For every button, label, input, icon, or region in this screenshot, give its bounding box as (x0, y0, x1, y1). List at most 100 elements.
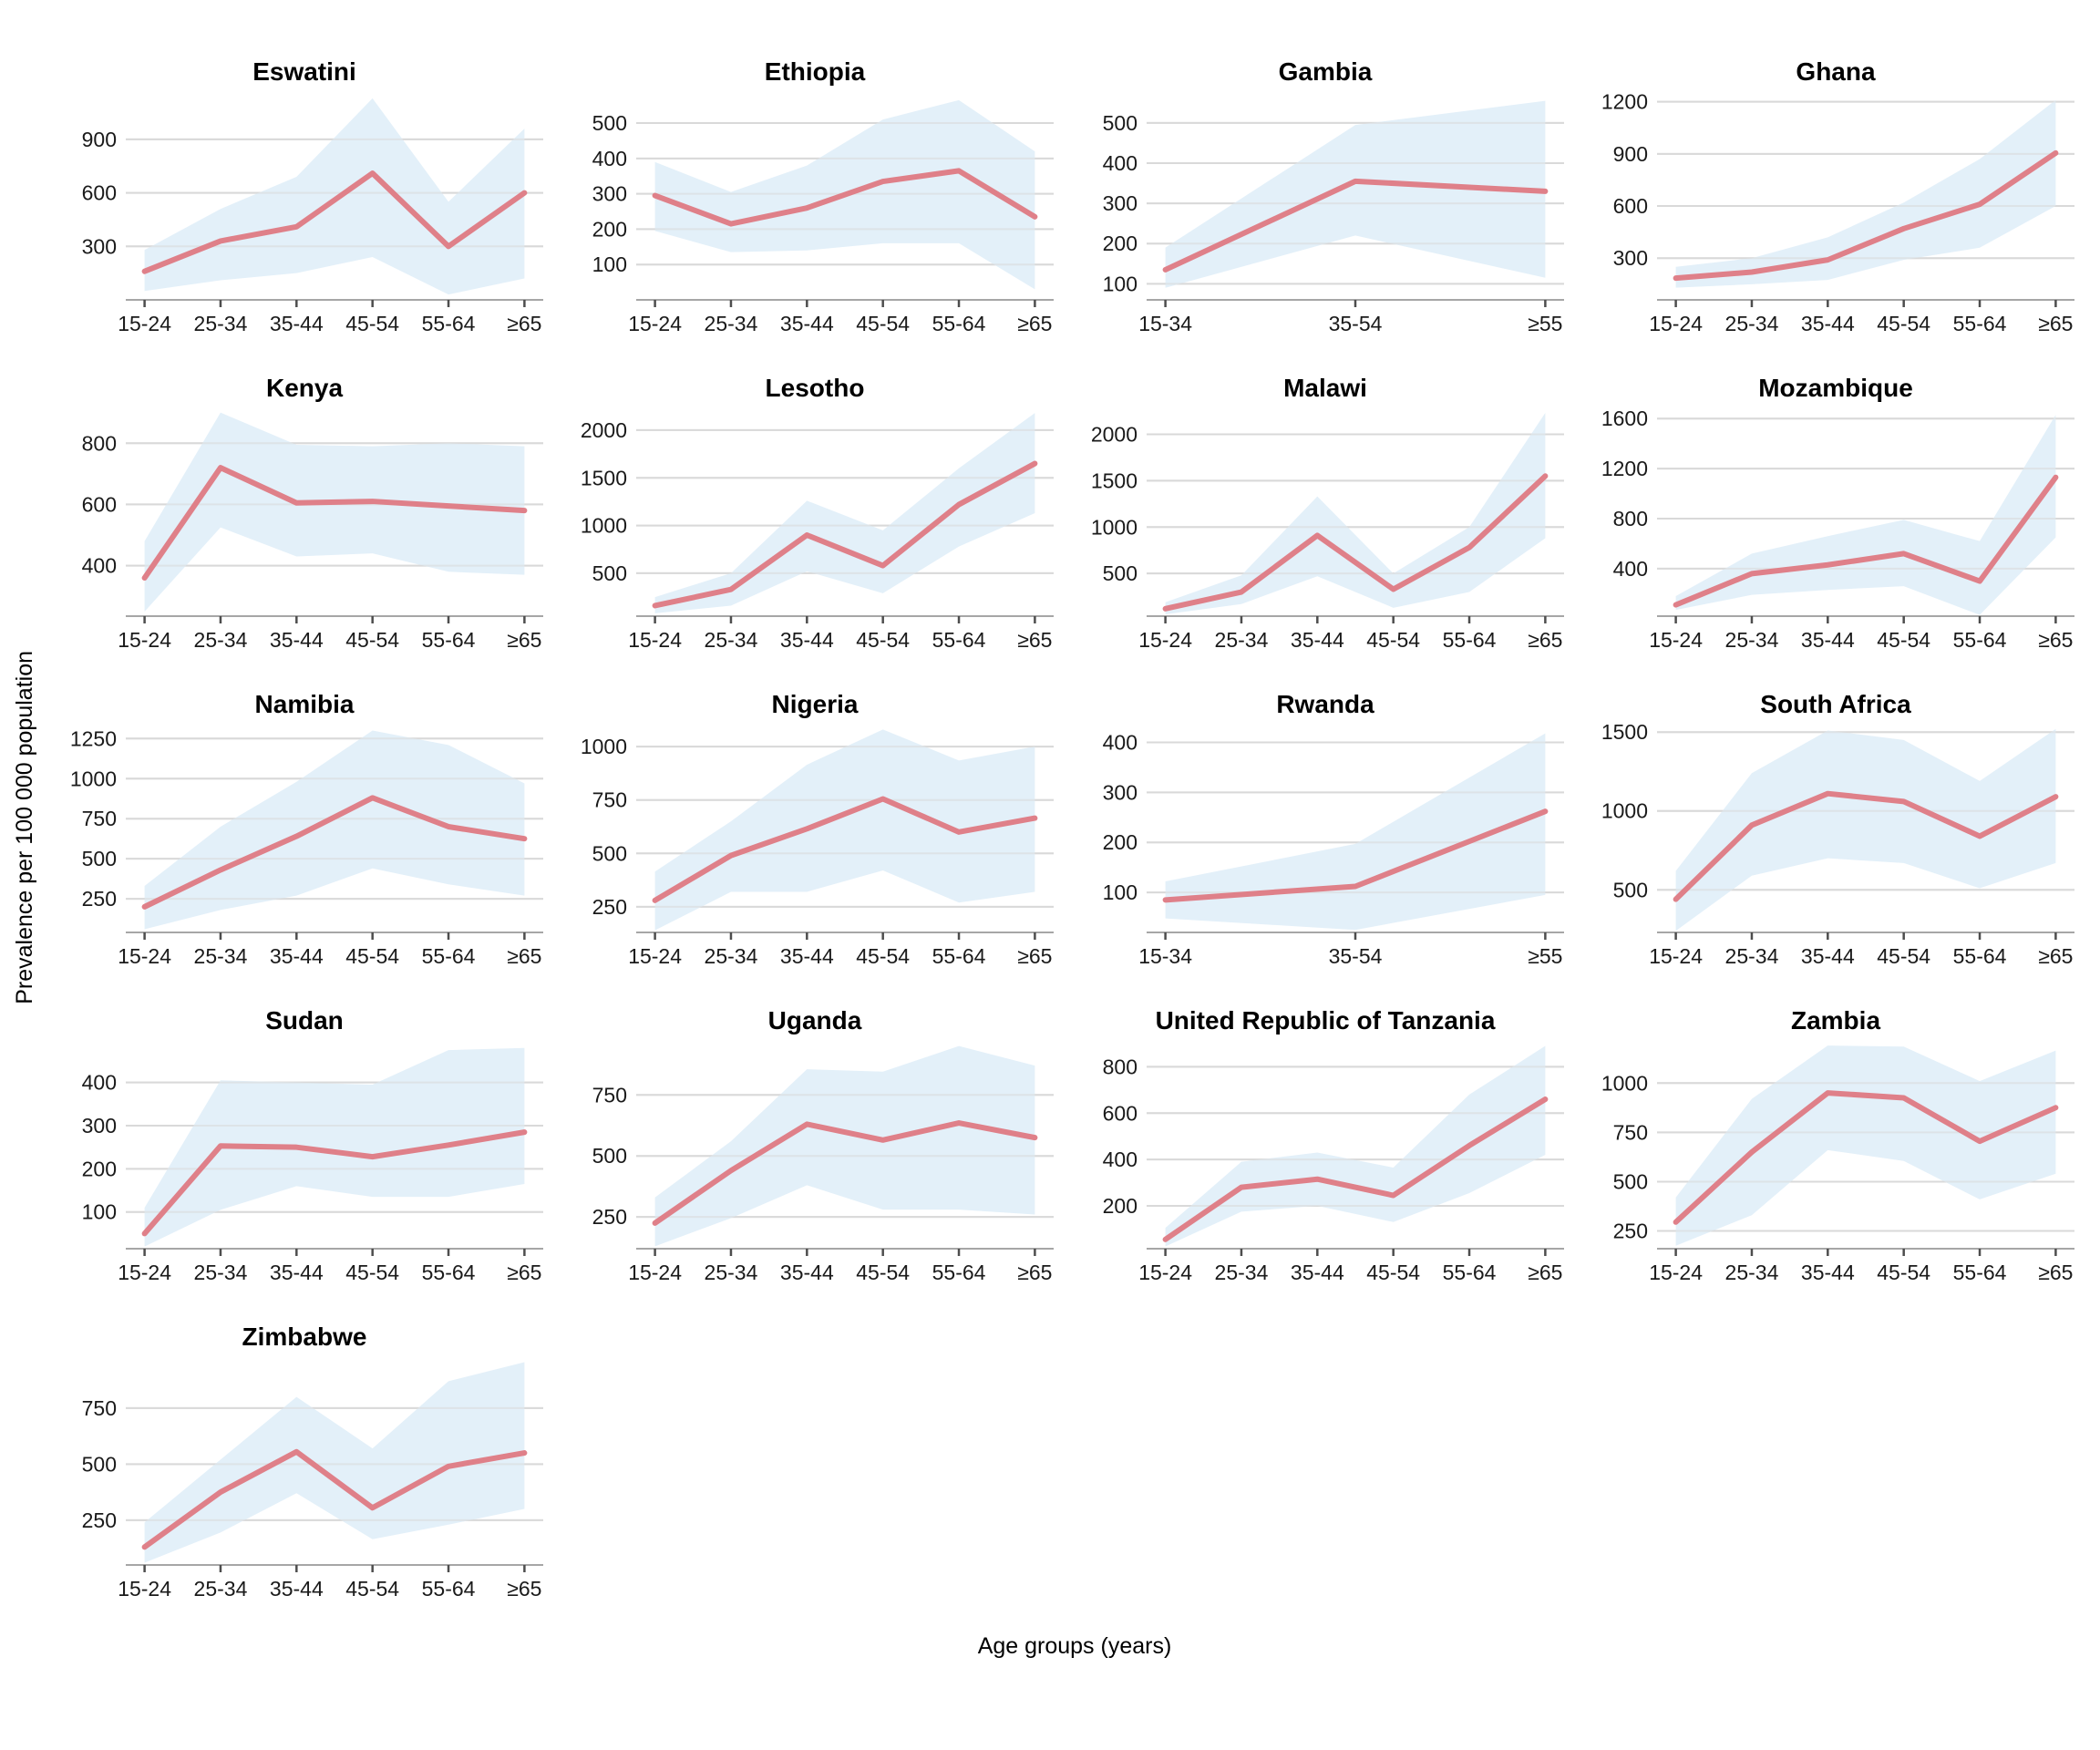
x-tick-label: 25-34 (705, 1261, 758, 1284)
x-tick-label: 15-24 (118, 628, 171, 652)
y-tick-label: 750 (592, 1083, 627, 1107)
panel-title-united-republic-of-tanzania: United Republic of Tanzania (1155, 1006, 1496, 1035)
prevalence-line (141, 1129, 528, 1237)
x-tick-label: 35-44 (780, 628, 834, 652)
y-tick-label: 300 (1103, 191, 1138, 215)
x-tick-label: ≥65 (2038, 628, 2073, 652)
x-tick-label: 55-64 (1443, 628, 1497, 652)
x-tick-label: ≥55 (1528, 944, 1562, 968)
x-tick-label: 15-24 (1138, 1261, 1192, 1284)
plot-mozambique: 15-24 25-34 35-44 45-54 55-64 ≥65 400 800 1200 16… (1601, 407, 2074, 652)
x-tick-label: 55-64 (422, 1261, 476, 1284)
y-tick-label: 200 (592, 217, 627, 241)
x-tick-label: 15-24 (1649, 628, 1703, 652)
y-axis-label-column: Prevalence per 100 000 population (0, 26, 49, 1630)
x-tick-label: ≥65 (1017, 1261, 1052, 1284)
x-tick-label: 15-24 (1649, 944, 1703, 968)
confidence-band (144, 1047, 525, 1247)
y-tick-label: 800 (82, 431, 117, 455)
prevalence-line (141, 1448, 528, 1550)
x-tick-label: ≥65 (507, 944, 541, 968)
plot-kenya: 15-24 25-34 35-44 45-54 55-64 ≥65 400 600 800 (82, 412, 543, 652)
y-tick-label: 300 (82, 234, 117, 258)
y-tick-label: 2000 (581, 418, 627, 442)
x-tick-label: 55-64 (1953, 312, 2007, 335)
panel-title-nigeria: Nigeria (771, 690, 859, 718)
x-tick-label: 45-54 (856, 1261, 910, 1284)
plot-united-republic-of-tanzania: 15-24 25-34 35-44 45-54 55-64 ≥65 200 400 600 800 (1103, 1045, 1564, 1284)
panel-rwanda: Rwanda 15-34 35-54 ≥55 100 200 300 400 (1070, 658, 1580, 974)
y-tick-label: 1250 (70, 726, 117, 750)
y-tick-label: 750 (1613, 1120, 1648, 1144)
x-tick-label: 55-64 (1953, 628, 2007, 652)
plot-ghana: 15-24 25-34 35-44 45-54 55-64 ≥65 300 600 900 120… (1601, 90, 2074, 335)
x-tick-label: 35-54 (1329, 312, 1383, 335)
x-tick-label: 35-44 (1291, 1261, 1344, 1284)
x-tick-label: ≥55 (1528, 312, 1562, 335)
confidence-band (654, 729, 1035, 931)
x-tick-label: 35-44 (1801, 312, 1855, 335)
panel-title-zimbabwe: Zimbabwe (242, 1323, 367, 1351)
y-tick-label: 200 (1103, 232, 1138, 255)
prevalence-line (1673, 1090, 2059, 1225)
y-tick-label: 500 (592, 561, 627, 585)
y-tick-label: 300 (1103, 780, 1138, 804)
y-tick-label: 250 (82, 887, 117, 911)
x-tick-label: 25-34 (705, 312, 758, 335)
y-tick-label: 800 (1103, 1055, 1138, 1078)
confidence-band (1165, 100, 1546, 288)
plot-rwanda: 15-34 35-54 ≥55 100 200 300 400 (1103, 730, 1564, 968)
panel-united-republic-of-tanzania: United Republic of Tanzania 15-24 25-34 35-… (1070, 974, 1580, 1291)
prevalence-line (1162, 808, 1549, 903)
panel-title-ethiopia: Ethiopia (764, 57, 866, 86)
panel-title-gambia: Gambia (1278, 57, 1373, 86)
confidence-band (1165, 413, 1546, 614)
plot-eswatini: 15-24 25-34 35-44 45-54 55-64 ≥65 300 600 900 (82, 98, 543, 335)
prevalence-line (1162, 473, 1549, 612)
y-tick-label: 250 (82, 1508, 117, 1532)
y-tick-label: 1500 (1091, 468, 1138, 492)
y-tick-label: 500 (592, 1144, 627, 1168)
x-tick-label: 35-44 (270, 944, 324, 968)
x-tick-label: 15-24 (1649, 312, 1703, 335)
panel-title-malawi: Malawi (1283, 374, 1367, 402)
panel-zambia: Zambia 15-24 25-34 35-44 45-54 55-64 ≥65 250 500… (1580, 974, 2091, 1291)
x-tick-label: 25-34 (194, 312, 248, 335)
x-tick-label: 35-44 (270, 628, 324, 652)
y-tick-label: 600 (1613, 194, 1648, 218)
y-tick-label: 1000 (70, 767, 117, 790)
prevalence-line (652, 460, 1038, 609)
x-tick-label: 15-24 (628, 312, 682, 335)
x-tick-label: ≥65 (2038, 1261, 2073, 1284)
confidence-band (1675, 415, 2056, 615)
y-tick-label: 2000 (1091, 422, 1138, 446)
y-tick-label: 400 (1103, 151, 1138, 175)
y-tick-label: 500 (592, 111, 627, 135)
y-tick-label: 1200 (1601, 457, 1648, 480)
y-tick-label: 750 (82, 1396, 117, 1420)
x-axis-label: Age groups (years) (977, 1632, 1172, 1659)
y-tick-label: 750 (82, 807, 117, 830)
y-tick-label: 250 (592, 895, 627, 919)
panel-grid: Eswatini 15-24 25-34 35-44 45-54 55-64 ≥65 300 6… (49, 26, 2100, 1607)
x-tick-label: 45-54 (856, 628, 910, 652)
y-tick-label: 500 (82, 1452, 117, 1476)
plot-nigeria: 15-24 25-34 35-44 45-54 55-64 ≥65 250 500 750 100… (581, 729, 1054, 968)
confidence-band (654, 1045, 1035, 1247)
x-tick-label: 25-34 (194, 1261, 248, 1284)
x-tick-label: 45-54 (856, 312, 910, 335)
panel-eswatini: Eswatini 15-24 25-34 35-44 45-54 55-64 ≥65 300 6… (49, 26, 560, 342)
plot-malawi: 15-24 25-34 35-44 45-54 55-64 ≥65 500 1000 1500 2… (1091, 413, 1564, 652)
x-tick-label: 55-64 (422, 312, 476, 335)
x-tick-label: 55-64 (1443, 1261, 1497, 1284)
y-tick-label: 500 (82, 847, 117, 870)
y-axis-label: Prevalence per 100 000 population (11, 651, 37, 1004)
x-tick-label: 45-54 (1877, 628, 1930, 652)
x-tick-label: ≥65 (507, 312, 541, 335)
confidence-band (1675, 728, 2056, 932)
y-tick-label: 100 (1103, 880, 1138, 904)
x-tick-label: ≥65 (507, 1577, 541, 1601)
x-tick-label: 45-54 (1366, 628, 1420, 652)
x-tick-label: ≥65 (1528, 628, 1562, 652)
y-tick-label: 100 (82, 1200, 117, 1224)
